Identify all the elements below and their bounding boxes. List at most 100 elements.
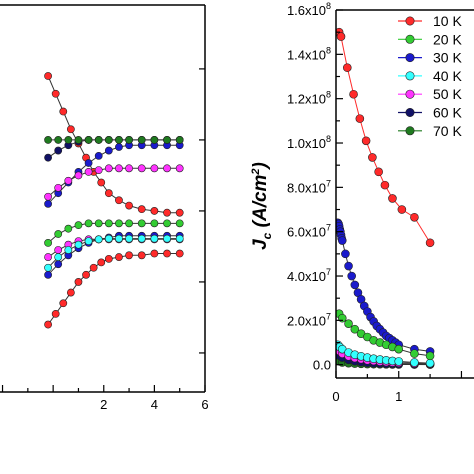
- right-series-2-point: [341, 249, 350, 259]
- left-series-6-point: [94, 219, 103, 228]
- left-series-9-point: [74, 136, 83, 144]
- left-series-5-point: [54, 246, 63, 254]
- right-y-tick-label: 4.0x107: [287, 267, 331, 284]
- legend-label: 50 K: [433, 86, 462, 102]
- left-series-9-point: [137, 136, 146, 144]
- left-series-9-point: [150, 136, 159, 144]
- right-y-tick-exponent: 7: [326, 223, 331, 233]
- left-series-2-point: [94, 151, 103, 160]
- right-series-1-point: [410, 349, 419, 358]
- right-series-0-point: [336, 32, 346, 41]
- right-series-0-point: [361, 136, 371, 146]
- left-series-7-point: [137, 234, 146, 243]
- left-series-5-point: [44, 253, 52, 261]
- left-series-9-point: [54, 136, 63, 144]
- left-series-6-point: [115, 219, 123, 228]
- left-x-tick-label: 4: [151, 397, 158, 412]
- right-series-0-point: [388, 194, 397, 203]
- legend-label: 70 K: [433, 123, 462, 139]
- right-y-tick-exponent: 8: [326, 1, 331, 11]
- left-series-1-point: [150, 249, 159, 258]
- right-series-1-point: [350, 324, 360, 334]
- left-series-1-point: [104, 254, 113, 263]
- legend-marker: [405, 16, 415, 26]
- left-series-7-point: [104, 234, 113, 243]
- right-y-axis-title-main: J: [250, 239, 271, 250]
- left-series-7-point: [44, 263, 52, 272]
- left-series-1-point: [125, 251, 133, 260]
- right-y-tick-label: 0.0: [313, 358, 331, 373]
- right-y-axis-title-unit: (A/cm: [250, 174, 271, 232]
- left-series-1-point: [137, 251, 146, 260]
- right-panel: 0.02.0x1074.0x1076.0x1078.0x1071.0x1081.…: [250, 1, 474, 404]
- right-y-tick-mantissa: 8.0x10: [287, 180, 326, 195]
- right-series-2-point: [347, 271, 356, 281]
- right-y-axis-title-sup: 2: [250, 168, 262, 175]
- legend-label: 30 K: [433, 50, 462, 66]
- left-series-9-point: [64, 136, 73, 144]
- right-y-tick-exponent: 8: [326, 45, 331, 55]
- right-series-3-point: [410, 358, 419, 367]
- left-series-0-point: [150, 207, 159, 215]
- left-series-9-point: [115, 136, 123, 144]
- left-series-7-point: [54, 253, 63, 261]
- left-series-2-point: [104, 146, 113, 155]
- left-series-6-point: [175, 219, 184, 228]
- legend-label: 40 K: [433, 68, 462, 84]
- left-series-4-point: [137, 164, 146, 173]
- left-series-4-point: [163, 164, 171, 173]
- left-series-8-point: [54, 146, 63, 155]
- left-series-4-point: [74, 171, 83, 180]
- left-series-6-point: [84, 219, 93, 228]
- left-series-6-point: [64, 224, 73, 233]
- right-y-tick-label: 8.0x107: [287, 178, 331, 195]
- right-series-0-point: [410, 212, 419, 222]
- right-series-2-point: [337, 236, 347, 245]
- left-series-0-point: [66, 125, 75, 134]
- left-series-0-point: [137, 205, 146, 214]
- left-series-7-point: [175, 234, 184, 243]
- right-y-tick-exponent: 8: [326, 90, 331, 100]
- left-series-0-point: [44, 72, 52, 80]
- right-y-tick-exponent: 7: [326, 267, 331, 277]
- left-series-2-point: [115, 143, 123, 151]
- right-series-0-point: [425, 238, 435, 248]
- left-series-4-point: [104, 164, 113, 173]
- right-series-0-point: [374, 167, 383, 177]
- right-series-2-point: [344, 261, 353, 271]
- right-series-1-point: [394, 344, 404, 354]
- left-series-3-point: [54, 260, 63, 269]
- left-panel: 2 4 6: [0, 4, 209, 412]
- right-y-axis-title-sub: c: [260, 232, 274, 239]
- right-series-1-point: [344, 319, 353, 328]
- right-series-0-point: [355, 114, 365, 123]
- right-plot-data: [336, 27, 435, 369]
- left-series-9-point: [104, 136, 113, 144]
- left-series-4-point: [44, 192, 52, 201]
- left-series-1-point: [97, 258, 106, 267]
- right-y-axis-title-close: ): [250, 162, 271, 170]
- right-y-tick-mantissa: 2.0x10: [287, 313, 326, 328]
- left-series-6-point: [54, 230, 63, 238]
- legend-marker: [405, 126, 415, 136]
- left-series-2-point: [84, 159, 93, 167]
- legend-marker: [405, 34, 415, 44]
- left-series-1-point: [66, 288, 75, 297]
- legend-marker: [405, 53, 415, 63]
- left-series-8-point: [44, 153, 52, 162]
- right-y-tick-label: 6.0x107: [287, 223, 331, 240]
- legend-marker: [405, 71, 415, 81]
- legend-label: 10 K: [433, 13, 462, 29]
- left-series-7-point: [163, 234, 171, 243]
- left-series-0-point: [125, 201, 133, 210]
- left-series-6-point: [104, 219, 113, 228]
- left-series-6-point: [44, 238, 52, 247]
- left-series-7-point: [115, 234, 123, 243]
- right-series-2-point: [350, 280, 360, 290]
- left-series-7-point: [74, 240, 83, 249]
- left-series-1-line: [47, 253, 180, 325]
- left-x-tick-label: 6: [201, 397, 208, 412]
- left-series-9-point: [44, 136, 52, 144]
- left-series-0-point: [175, 208, 184, 217]
